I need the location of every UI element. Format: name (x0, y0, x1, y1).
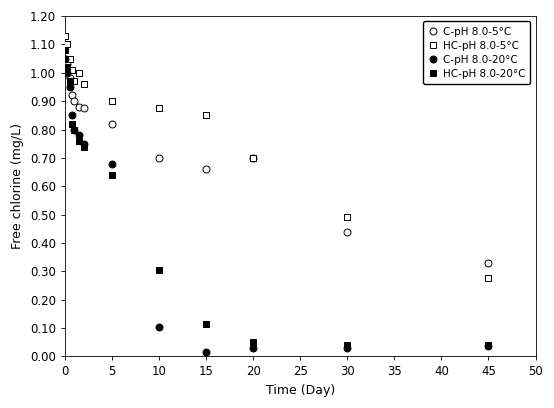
Point (484, 342, 493, 348)
Point (249, 155, 258, 161)
Point (107, 172, 116, 178)
Point (70, 126, 79, 133)
Point (60, 47, 69, 53)
Point (343, 342, 352, 348)
Point (155, 105, 163, 111)
X-axis label: Time (Day): Time (Day) (265, 384, 335, 397)
Point (65, 78, 74, 84)
Point (60, 55, 69, 62)
Point (65, 75, 74, 82)
Point (155, 155, 163, 161)
Legend: C-pH 8.0-5°C, HC-pH 8.0-5°C, C-pH 8.0-20°C, HC-pH 8.0-20°C: C-pH 8.0-5°C, HC-pH 8.0-5°C, C-pH 8.0-20… (423, 21, 530, 84)
Point (484, 343, 493, 350)
Point (70, 126, 79, 133)
Point (68, 121, 76, 127)
Point (155, 266, 163, 273)
Point (74, 69, 83, 76)
Point (249, 339, 258, 346)
Point (74, 137, 83, 144)
Y-axis label: Free chlorine (mg/L): Free chlorine (mg/L) (11, 123, 24, 249)
Point (79, 81, 88, 87)
Point (63, 64, 71, 71)
Point (79, 143, 88, 150)
Point (107, 98, 116, 104)
Point (202, 349, 211, 355)
Point (202, 112, 211, 119)
Point (74, 132, 83, 138)
Point (107, 121, 116, 127)
Point (65, 84, 74, 90)
Point (202, 320, 211, 327)
Point (79, 105, 88, 111)
Point (484, 259, 493, 266)
Point (79, 140, 88, 147)
Point (202, 166, 211, 173)
Point (343, 344, 352, 351)
Point (155, 323, 163, 330)
Point (70, 98, 79, 104)
Point (63, 41, 71, 48)
Point (68, 92, 76, 99)
Point (484, 275, 493, 282)
Point (68, 67, 76, 73)
Point (107, 160, 116, 167)
Point (249, 344, 258, 351)
Point (63, 61, 71, 68)
Point (249, 155, 258, 161)
Point (343, 214, 352, 221)
Point (65, 55, 74, 62)
Point (60, 55, 69, 62)
Point (343, 228, 352, 235)
Point (68, 112, 76, 119)
Point (63, 69, 71, 76)
Point (60, 33, 69, 39)
Point (70, 78, 79, 84)
Point (74, 104, 83, 110)
